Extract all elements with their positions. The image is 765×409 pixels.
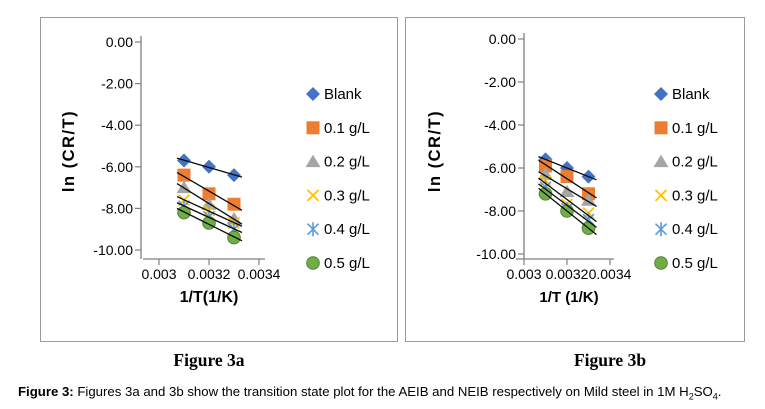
y-axis-title: ln (CR/T) [60,110,78,192]
y-axis-title: ln (CR/T) [426,110,444,192]
triangle-marker [581,193,596,206]
x-tick-label: 0.0032 [188,266,231,282]
x-line-marker [654,222,668,237]
trendline [176,171,243,211]
x-marker [306,189,320,202]
caption-formula: SO [693,384,713,399]
x-axis-title: 1/T(1/K) [180,289,239,306]
legend-label: 0.4 g/L [324,221,370,238]
figure-3b-panel: 0.00 -2.00 -4.00 -6.00 -8.00 -10.00 0.003 0.003… [405,17,745,342]
trendline [176,195,243,227]
y-tick-label: -4.00 [484,117,516,133]
square-marker [306,121,320,135]
figure-3a-label: Figure 3a [173,350,245,370]
square-marker [654,121,668,135]
legend-label: 0.2 g/L [324,154,370,171]
trendline [176,183,243,225]
figure-3a-panel: 0.00 -2.00 -4.00 -6.00 -8.00 -10.00 0.003 0.003… [40,17,398,342]
diamond-marker [654,87,668,101]
triangle-marker [559,184,575,198]
legend-label: 0.5 g/L [324,255,370,272]
y-tick-label: -2.00 [101,76,133,92]
y-tick-label: -8.00 [484,203,516,219]
y-tick-label: -2.00 [484,74,516,90]
legend-label: Blank [324,86,362,103]
y-tick-label: 0.00 [489,31,516,47]
y-tick-label: -10.00 [476,246,516,262]
square-marker [202,187,216,201]
y-tick-label: -6.00 [484,160,516,176]
caption-label: Figure 3: [18,384,74,399]
trendline [538,171,597,208]
trendline [538,177,597,223]
diamond-marker [306,87,320,101]
x-tick-label: 0.003 [141,266,176,282]
diamond-marker [202,159,216,174]
trendline [176,202,243,234]
trendline [176,157,243,178]
trendline [538,183,597,228]
legend-label: Blank [672,86,710,103]
legend-label: 0.4 g/L [672,221,718,238]
caption-text: Figures 3a and 3b show the transition st… [73,384,689,399]
square-marker [560,170,574,184]
x-tick-label: 0.0034 [589,266,632,282]
trendline [538,187,597,236]
y-tick-label: 0.00 [106,34,133,50]
legend-label: 0.1 g/L [672,120,718,137]
circle-marker [654,256,668,270]
triangle-marker [305,154,321,168]
y-tick-label: -6.00 [101,159,133,175]
legend-label: 0.1 g/L [324,120,370,137]
trendline [538,159,597,199]
figure-caption: Figure 3: Figures 3a and 3b show the tra… [18,384,763,403]
x-tick-label: 0.0032 [546,266,589,282]
triangle-marker [653,154,669,168]
y-tick-label: -4.00 [101,117,133,133]
x-axis-title: 1/T (1/K) [539,289,598,306]
legend-label: 0.3 g/L [324,187,370,204]
figure-3b-label: Figure 3b [573,350,647,370]
legend-label: 0.5 g/L [672,255,718,272]
circle-marker [202,216,216,230]
caption-subscript-4: 4 [712,391,718,402]
circle-marker [306,256,320,270]
figure-3b-chart: 0.00 -2.00 -4.00 -6.00 -8.00 -10.00 0.003 0.003… [426,31,718,306]
legend-label: 0.3 g/L [672,187,718,204]
caption-period: . [717,384,722,399]
x-tick-label: 0.003 [506,266,541,282]
caption-subscript-2: 2 [688,391,694,402]
x-tick-label: 0.0034 [238,266,281,282]
x-marker [654,189,668,202]
trendline [538,155,597,181]
legend-label: 0.2 g/L [672,154,718,171]
figure-3a-chart: 0.00 -2.00 -4.00 -6.00 -8.00 -10.00 0.003 0.003… [60,34,370,306]
trendline [176,207,243,242]
x-line-marker [306,222,320,237]
y-tick-label: -10.00 [93,242,133,258]
y-tick-label: -8.00 [101,200,133,216]
